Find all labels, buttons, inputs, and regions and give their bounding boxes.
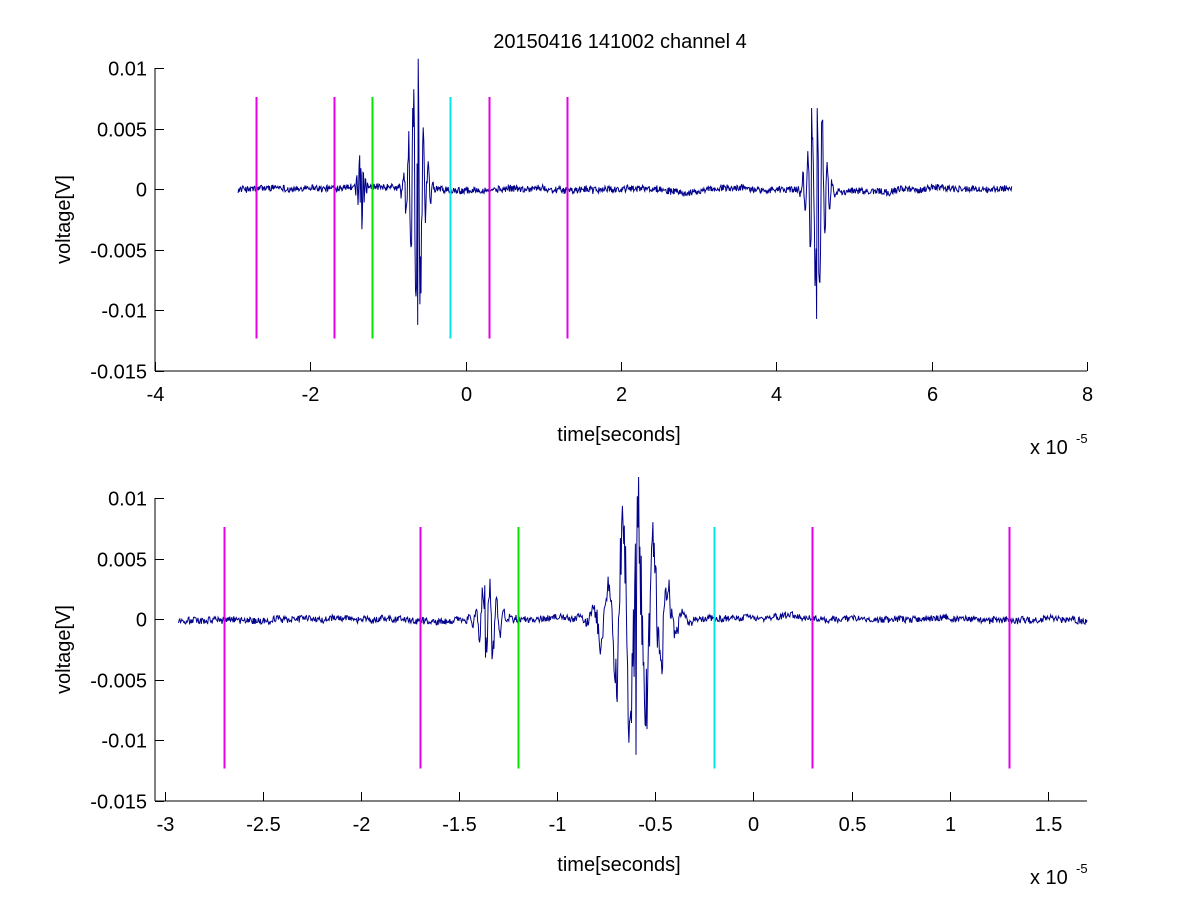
figure-title: 20150416 141002 channel 4: [493, 31, 747, 53]
overview-y-axis-label: voltage[V]: [53, 175, 75, 264]
zoomed-y-tick-label: 0: [136, 610, 147, 632]
overview-y-tick-label: 0.01: [108, 59, 147, 81]
overview-x-tick-label: 6: [927, 384, 938, 406]
zoomed-x-tick-label: 0.5: [839, 814, 867, 836]
overview-x-exponent: -5: [1076, 431, 1088, 446]
zoomed-x-tick-label: 0: [748, 814, 759, 836]
zoomed-x-tick-label: 1.5: [1035, 814, 1063, 836]
zoomed-x-exponent: -5: [1076, 861, 1088, 876]
zoomed-plot: -3 -2.5 -2 -1.5 -1 -0.5 0 0.5 1 1.5 0.01 0.005 0 -0.0…: [53, 476, 1088, 889]
zoomed-x-tick-label: -3: [157, 814, 175, 836]
overview-x-tick-label: 0: [461, 384, 472, 406]
overview-y-tick-label: -0.01: [101, 301, 147, 323]
zoomed-y-tick-label: -0.01: [101, 731, 147, 753]
overview-x-axis-label: time[seconds]: [557, 424, 680, 446]
zoomed-x-tick-label: -1: [549, 814, 567, 836]
zoomed-x-tick-label: -2: [353, 814, 371, 836]
zoomed-x-tick-label: -0.5: [638, 814, 672, 836]
overview-x-tick-label: 8: [1082, 384, 1093, 406]
zoomed-y-tick-label: 0.005: [97, 550, 147, 572]
zoomed-x-exponent-label: x 10: [1030, 867, 1068, 889]
overview-x-tick-label: 4: [771, 384, 782, 406]
overview-y-tick-label: 0.005: [97, 120, 147, 142]
zoomed-x-tick-label: 1: [945, 814, 956, 836]
overview-x-tick-label: -2: [302, 384, 320, 406]
overview-signal-line: [237, 58, 1013, 325]
zoomed-x-axis-label: time[seconds]: [557, 854, 680, 876]
overview-y-tick-label: -0.005: [90, 241, 147, 263]
zoomed-y-tick-label: -0.015: [90, 792, 147, 814]
zoomed-y-tick-label: 0.01: [108, 489, 147, 511]
overview-x-tick-label: -4: [147, 384, 165, 406]
overview-y-tick-label: -0.015: [90, 362, 147, 384]
zoomed-y-tick-label: -0.005: [90, 671, 147, 693]
zoomed-signal-line: [178, 476, 1088, 755]
overview-plot: -4 -2 0 2 4 6 8 0.01 0.005 0 -0.005 -0.01 -0.015 time…: [53, 59, 1093, 460]
overview-x-tick-label: 2: [616, 384, 627, 406]
overview-x-exponent-label: x 10: [1030, 437, 1068, 459]
zoomed-x-tick-label: -2.5: [246, 814, 280, 836]
zoomed-x-tick-label: -1.5: [442, 814, 476, 836]
zoomed-y-axis-label: voltage[V]: [53, 605, 75, 694]
overview-y-tick-label: 0: [136, 180, 147, 202]
